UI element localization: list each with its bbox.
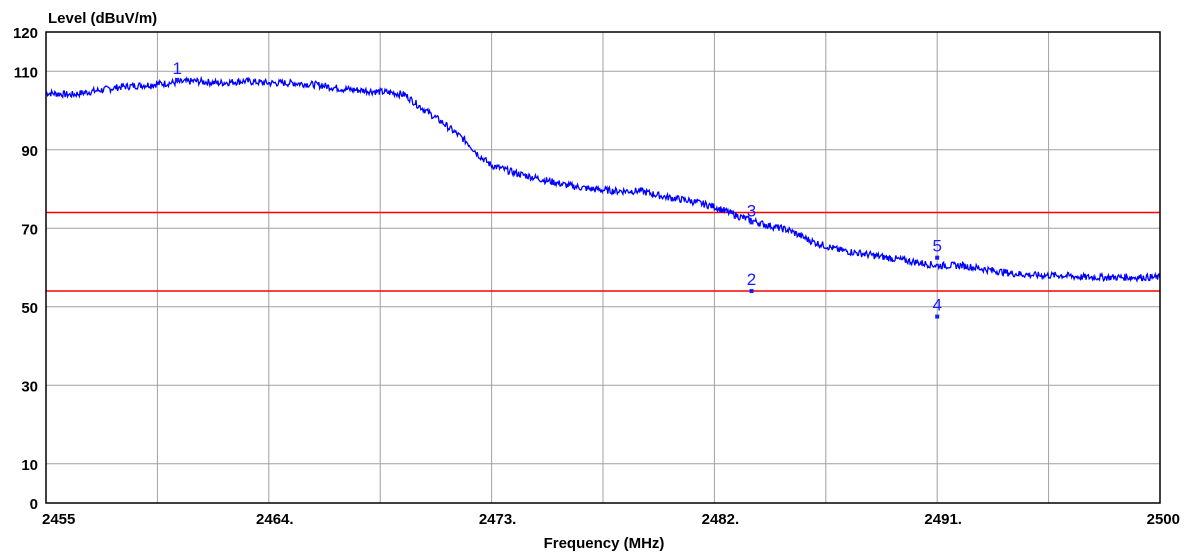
marker-point [935, 255, 940, 260]
y-tick-label: 70 [21, 221, 38, 238]
marker-point [749, 220, 754, 225]
x-tick-label: 2500 [1147, 511, 1180, 528]
marker-label: 1 [172, 59, 181, 78]
y-tick-label: 50 [21, 300, 38, 317]
y-tick-label: 30 [21, 378, 38, 395]
y-axis-label: Level (dBuV/m) [48, 10, 157, 27]
x-tick-label: 2464. [256, 511, 294, 528]
marker-point [935, 314, 940, 319]
y-tick-label: 120 [13, 25, 38, 42]
marker-point [749, 289, 754, 294]
marker-label: 5 [932, 237, 941, 256]
y-tick-label: 90 [21, 143, 38, 160]
marker-label: 3 [747, 201, 756, 220]
limit-lines [46, 211, 1160, 292]
y-tick-label: 10 [21, 457, 38, 474]
x-tick-label: 2491. [924, 511, 962, 528]
marker-label: 4 [932, 296, 941, 315]
y-tick-label: 110 [14, 64, 38, 81]
plot-frame [45, 31, 1161, 504]
marker-label: 2 [747, 270, 756, 289]
x-tick-label: 2482. [702, 511, 740, 528]
x-tick-label: 2455 [42, 511, 75, 528]
marker-point [175, 77, 180, 82]
y-tick-labels: 0 10 30 50 70 90 110 120 [13, 25, 38, 513]
series-line-trace [45, 75, 1161, 283]
markers: 1 2 3 4 5 [172, 59, 942, 319]
x-tick-label: 2473. [479, 511, 517, 528]
x-tick-labels: 2455 2464. 2473. 2482. 2491. 2500 [42, 511, 1180, 528]
y-tick-label: 0 [30, 496, 38, 513]
x-axis-label: Frequency (MHz) [544, 535, 665, 552]
grid [46, 32, 1160, 503]
